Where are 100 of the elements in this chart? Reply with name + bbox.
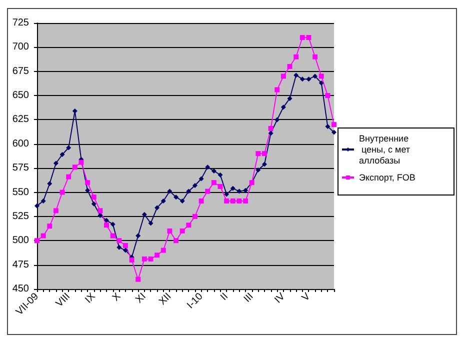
point	[167, 188, 172, 194]
point	[142, 256, 147, 262]
point	[230, 186, 236, 191]
point	[312, 74, 318, 79]
point	[116, 238, 122, 244]
point	[274, 117, 280, 122]
point	[148, 256, 154, 262]
point	[53, 160, 58, 166]
y-tick-label: 600	[12, 138, 30, 150]
point	[312, 54, 318, 60]
point	[85, 180, 90, 186]
x-tick-label: IX	[83, 290, 98, 306]
y-tick-label: 500	[12, 235, 30, 246]
point	[186, 188, 192, 194]
point	[243, 188, 248, 193]
point	[294, 72, 299, 78]
point	[136, 233, 141, 238]
legend-label: Экспорт, FOB	[359, 172, 416, 182]
point	[180, 198, 185, 204]
x-tick-label: X	[110, 290, 124, 304]
point	[218, 172, 223, 178]
legend-label: Внутренние цены, с мет аллобазы	[359, 134, 413, 166]
point	[300, 76, 305, 82]
point	[268, 130, 274, 136]
point	[60, 152, 65, 158]
point	[122, 248, 128, 253]
point	[122, 242, 128, 248]
point	[104, 222, 110, 228]
point	[198, 176, 204, 182]
y-tick-label: 675	[12, 66, 30, 77]
point	[129, 257, 134, 262]
point	[98, 212, 103, 218]
point	[160, 198, 166, 204]
point	[53, 208, 58, 214]
point	[256, 168, 261, 173]
point	[325, 93, 330, 98]
x-tick-label: III	[242, 291, 256, 305]
x-tick-label: V	[300, 290, 313, 304]
y-tick-label: 550	[12, 186, 30, 198]
point	[325, 124, 330, 129]
y-tick-label: 450	[12, 284, 30, 294]
point	[224, 198, 230, 204]
point	[142, 212, 147, 218]
point	[211, 168, 216, 174]
point	[60, 190, 65, 195]
y-tick-label: 475	[12, 259, 30, 270]
point	[280, 104, 286, 110]
point	[287, 64, 292, 70]
point	[256, 151, 261, 156]
point	[136, 276, 141, 282]
point	[98, 208, 103, 214]
x-tick-label: I-10	[185, 290, 206, 312]
point	[148, 220, 154, 226]
point	[332, 122, 336, 128]
point	[268, 126, 274, 131]
point	[180, 228, 185, 234]
point	[224, 192, 230, 197]
y-tick-label: 700	[12, 42, 30, 53]
point	[306, 35, 312, 40]
point	[274, 87, 280, 92]
point	[34, 203, 40, 208]
y-tick-label: 575	[12, 162, 30, 174]
y-tick-label: 625	[12, 114, 30, 126]
y-tick-label: 725	[12, 18, 30, 28]
point	[230, 198, 236, 204]
point	[154, 205, 160, 210]
point	[211, 180, 216, 186]
point	[218, 184, 223, 189]
point	[318, 74, 324, 79]
point	[91, 194, 96, 200]
point	[262, 162, 267, 167]
point	[294, 54, 299, 60]
point	[192, 214, 198, 219]
point	[40, 233, 46, 238]
point	[332, 130, 336, 135]
point	[198, 198, 204, 204]
x-tick-label: II	[218, 291, 230, 303]
point	[205, 164, 210, 170]
point	[110, 233, 116, 238]
point	[167, 228, 172, 234]
point	[72, 164, 78, 170]
point	[66, 145, 72, 150]
point	[47, 181, 52, 186]
x-tick-label: XII	[157, 291, 174, 308]
y-tick-label: 525	[12, 210, 30, 222]
y-tick-label: 650	[12, 90, 30, 102]
point	[104, 218, 110, 223]
point	[280, 74, 286, 79]
point	[287, 96, 292, 101]
point	[300, 35, 305, 40]
point	[40, 198, 46, 204]
point	[47, 224, 52, 229]
x-tick-label: VIII	[54, 291, 72, 310]
point	[110, 222, 116, 227]
point	[66, 174, 72, 180]
x-tick-label: IV	[272, 290, 288, 306]
point	[174, 194, 179, 200]
point	[306, 76, 312, 82]
point	[85, 188, 90, 193]
point	[262, 151, 267, 156]
